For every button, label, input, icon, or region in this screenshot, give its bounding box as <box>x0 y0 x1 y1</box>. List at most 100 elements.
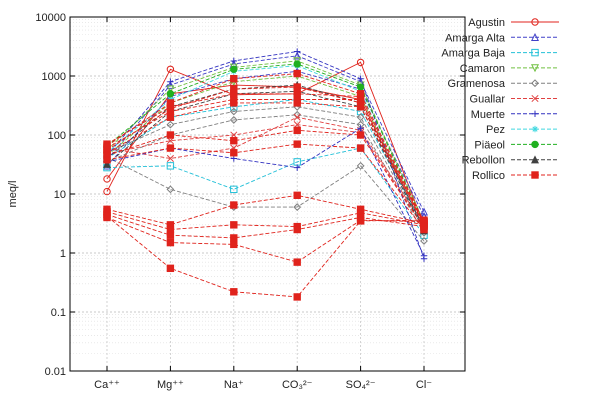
data-point <box>103 156 111 164</box>
data-point <box>230 201 238 209</box>
series-line <box>106 211 425 230</box>
legend: Agustin Amarga Alta Amarga Baja Camaron Gram… <box>441 17 559 182</box>
data-point <box>229 116 238 124</box>
data-point <box>530 155 540 164</box>
data-point <box>166 65 175 73</box>
series-muerte <box>103 48 428 262</box>
data-point <box>356 131 365 139</box>
series-line <box>106 194 425 226</box>
series-line <box>106 55 425 212</box>
series-line <box>106 214 425 239</box>
series-line <box>106 63 425 224</box>
data-point <box>531 48 539 57</box>
series-line <box>106 99 425 226</box>
data-point <box>531 94 539 103</box>
series-line <box>106 114 425 234</box>
legend-label: Piäeol <box>474 139 505 151</box>
data-point <box>293 140 301 148</box>
data-point <box>166 99 175 107</box>
data-point <box>420 237 428 245</box>
series-line <box>106 75 425 225</box>
data-point <box>293 69 301 78</box>
data-point <box>230 137 238 145</box>
series-line <box>106 116 425 226</box>
data-point <box>419 207 429 216</box>
data-point <box>166 80 175 89</box>
data-point <box>103 212 111 220</box>
series-line <box>106 156 425 242</box>
data-point <box>103 187 111 196</box>
data-point <box>167 78 174 85</box>
y-tick-label: 1 <box>60 248 66 260</box>
data-point <box>531 79 539 88</box>
data-point <box>356 90 365 98</box>
series-line <box>106 60 425 222</box>
data-point <box>293 99 301 107</box>
y-tick-label: 100 <box>48 130 66 142</box>
data-point <box>531 125 539 133</box>
data-point <box>293 258 301 266</box>
data-point <box>103 175 111 183</box>
legend-label: Pez <box>486 124 505 136</box>
data-point <box>356 58 365 67</box>
data-point <box>531 18 539 26</box>
data-point <box>293 126 301 135</box>
data-point <box>230 85 238 93</box>
data-point <box>166 238 175 247</box>
y-tick-label: 10000 <box>35 12 66 24</box>
data-point <box>531 171 539 179</box>
data-point <box>530 64 540 73</box>
data-point <box>230 149 238 157</box>
series-line <box>106 61 425 225</box>
data-point <box>166 131 175 139</box>
legend-label: Gramenosa <box>448 78 506 90</box>
data-point <box>230 234 238 242</box>
legend-label: Camaron <box>460 63 505 75</box>
series-line <box>106 106 425 230</box>
series-line <box>106 217 425 263</box>
data-point <box>230 288 238 296</box>
data-point <box>357 75 364 82</box>
x-axis-ticks: Ca⁺⁺ Mg⁺⁺ Na⁺ CO₃²⁻ SO₄²⁻ Cl⁻ <box>94 17 432 391</box>
series-line <box>106 86 425 225</box>
y-axis-label: meq/l <box>7 181 19 208</box>
data-point <box>357 125 364 132</box>
series-line <box>106 129 425 228</box>
data-point <box>420 252 428 259</box>
x-tick-label: SO₄²⁻ <box>346 379 376 391</box>
data-point <box>293 83 301 91</box>
data-point <box>230 240 238 249</box>
data-point <box>230 99 238 107</box>
data-point <box>103 142 111 150</box>
series-rollico <box>103 69 428 301</box>
data-point <box>293 225 301 234</box>
data-point <box>356 99 365 107</box>
series-line <box>106 147 425 236</box>
data-point <box>293 203 302 211</box>
data-point <box>293 60 301 68</box>
series-line <box>106 102 425 226</box>
legend-label: Rollico <box>472 170 505 182</box>
data-point <box>166 113 175 121</box>
series-line <box>106 143 425 230</box>
data-point <box>230 221 238 229</box>
data-point <box>293 90 301 98</box>
data-point <box>102 159 112 168</box>
series-line <box>106 51 425 259</box>
series-line <box>106 73 425 222</box>
data-point <box>293 191 301 200</box>
data-point <box>356 144 365 152</box>
data-point <box>166 90 175 98</box>
data-point <box>230 74 238 83</box>
data-point <box>356 113 365 122</box>
data-point <box>293 110 302 119</box>
x-tick-label: Na⁺ <box>224 379 244 391</box>
data-point <box>166 231 175 239</box>
series-layer <box>102 48 429 301</box>
data-point <box>356 83 365 91</box>
series-line <box>106 93 425 224</box>
data-point <box>230 65 238 73</box>
data-point <box>293 293 301 301</box>
series-line <box>106 127 425 256</box>
